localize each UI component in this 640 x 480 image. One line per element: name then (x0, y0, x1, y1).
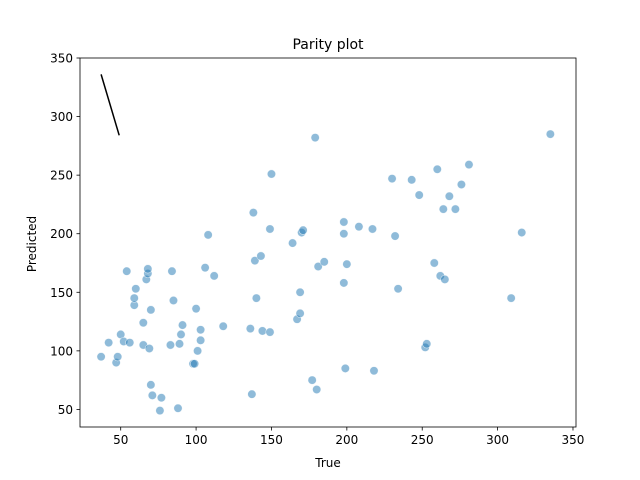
y-axis: 50 100 150 200 250 300 350 (50, 52, 80, 417)
data-point (191, 304, 201, 314)
data-point (209, 271, 219, 281)
data-point (342, 259, 352, 269)
data-point (196, 325, 206, 335)
data-point (147, 390, 157, 400)
y-tick-label: 50 (58, 403, 73, 417)
y-tick-label: 100 (50, 344, 73, 358)
data-point (155, 406, 165, 416)
data-point (129, 293, 139, 303)
data-point (248, 208, 258, 218)
data-point (438, 204, 448, 214)
data-point (96, 352, 106, 362)
data-point (256, 251, 266, 261)
x-tick-label: 350 (562, 433, 585, 447)
data-point (390, 231, 400, 241)
data-point (122, 266, 132, 276)
data-point (517, 228, 527, 238)
data-point (450, 204, 460, 214)
data-point (295, 308, 305, 318)
y-tick-label: 350 (50, 52, 73, 66)
data-point (414, 190, 424, 200)
data-point (312, 385, 322, 395)
data-point (218, 321, 228, 331)
data-point (266, 169, 276, 179)
data-point (125, 338, 135, 348)
y-tick-label: 200 (50, 227, 73, 241)
data-point (203, 230, 213, 240)
data-point (440, 274, 450, 284)
x-tick-label: 300 (486, 433, 509, 447)
data-point (307, 375, 317, 385)
data-point (288, 238, 298, 248)
data-point (146, 380, 156, 390)
data-point (339, 217, 349, 227)
data-point (143, 264, 153, 274)
data-point (178, 320, 188, 330)
x-tick-label: 200 (335, 433, 358, 447)
data-point (165, 340, 175, 350)
data-point (310, 133, 320, 143)
data-point (131, 284, 141, 294)
data-point (173, 403, 183, 413)
data-point (545, 129, 555, 139)
y-tick-label: 300 (50, 110, 73, 124)
x-tick-label: 100 (185, 433, 208, 447)
chart-title: Parity plot (292, 37, 364, 53)
data-point (313, 262, 323, 272)
data-point (265, 224, 275, 234)
data-point (190, 359, 200, 369)
data-point (251, 293, 261, 303)
data-point (250, 256, 260, 266)
plot-frame (79, 57, 577, 428)
data-point (369, 366, 379, 376)
data-point (247, 389, 257, 399)
x-axis: 50 100 150 200 250 300 350 (113, 427, 584, 447)
x-axis-title: True (314, 456, 341, 470)
plot-area (79, 57, 577, 428)
data-point (138, 318, 148, 328)
data-point (393, 284, 403, 294)
data-point (429, 258, 439, 268)
data-point (168, 295, 178, 305)
x-tick-label: 150 (260, 433, 283, 447)
x-tick-label: 250 (411, 433, 434, 447)
data-point (196, 335, 206, 345)
data-point (367, 224, 377, 234)
data-point (245, 324, 255, 334)
data-point (104, 338, 114, 348)
y-axis-title: Predicted (25, 216, 39, 272)
data-point (444, 191, 454, 201)
data-point (354, 222, 364, 232)
data-point (432, 164, 442, 174)
data-point (113, 352, 123, 362)
y-tick-label: 150 (50, 286, 73, 300)
data-point (167, 266, 177, 276)
data-point (506, 293, 516, 303)
data-point (175, 339, 185, 349)
data-point (200, 263, 210, 273)
data-point (387, 174, 397, 184)
data-point (156, 393, 166, 403)
data-point (339, 229, 349, 239)
data-point (464, 160, 474, 170)
data-point (257, 326, 267, 336)
data-point (456, 180, 466, 190)
data-point (295, 287, 305, 297)
data-point (144, 344, 154, 354)
reference-line (100, 74, 120, 136)
data-point (340, 363, 350, 373)
data-point (265, 327, 275, 337)
data-point (298, 225, 308, 235)
data-point (176, 329, 186, 339)
data-point (407, 175, 417, 185)
data-point (319, 257, 329, 267)
data-point (193, 346, 203, 356)
data-point (146, 305, 156, 315)
y-tick-label: 250 (50, 169, 73, 183)
data-point (339, 278, 349, 288)
x-tick-label: 50 (113, 433, 128, 447)
data-point (422, 339, 432, 349)
